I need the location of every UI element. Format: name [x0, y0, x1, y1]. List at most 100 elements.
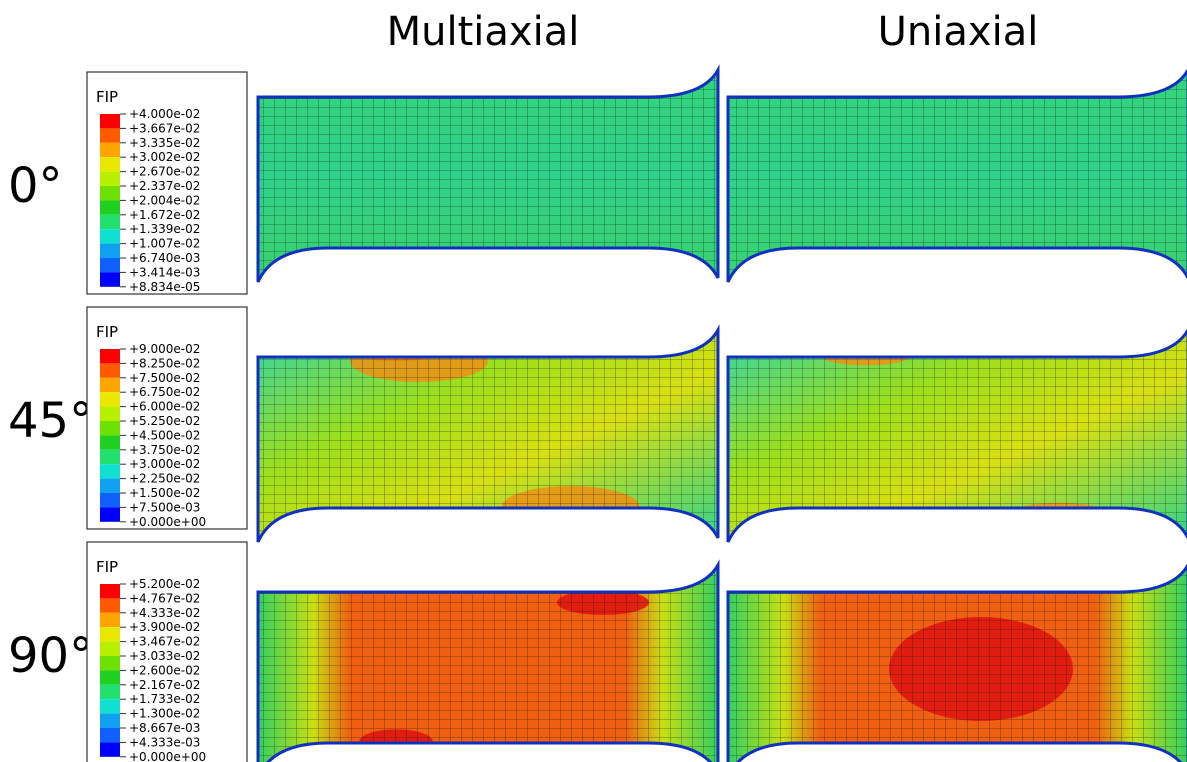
legend-swatch [100, 656, 120, 671]
specimen-outline [256, 324, 720, 543]
legend-label: +3.900e-02 [129, 620, 200, 634]
legend-label: +3.000e-02 [129, 457, 200, 471]
legend-label: +3.467e-02 [129, 635, 200, 649]
legend-swatch [100, 627, 120, 642]
legend-label: +1.339e-02 [129, 222, 200, 236]
legend-label: +2.250e-02 [129, 472, 200, 486]
legend-swatch [100, 214, 120, 230]
legend-swatch [100, 272, 120, 287]
legend-swatch [100, 363, 120, 378]
legend-swatch [100, 392, 120, 407]
legend-swatch [100, 142, 120, 158]
contour-spot [543, 506, 617, 528]
specimen-outline [726, 328, 1187, 543]
legend-swatch [100, 713, 120, 728]
legend-label: +7.500e-02 [129, 371, 200, 385]
legend-label: +4.767e-02 [129, 591, 200, 605]
legend-label: +7.500e-03 [129, 500, 200, 514]
legend-swatch [100, 612, 120, 628]
legend-swatch [100, 493, 120, 508]
legend-label: +4.000e-02 [129, 107, 200, 121]
specimen [728, 330, 1187, 542]
mesh [258, 565, 718, 762]
legend-label: +1.300e-02 [129, 707, 200, 721]
legend-swatch [100, 377, 120, 393]
legend-label: +3.033e-02 [129, 649, 200, 663]
legend-label: +3.002e-02 [129, 150, 200, 164]
mesh [728, 70, 1187, 282]
legend-label: +6.000e-02 [129, 400, 200, 414]
legend-title: FIP [96, 558, 118, 576]
legend-swatch [100, 449, 120, 465]
legend-label: +3.750e-02 [129, 443, 200, 457]
legend-label: +4.500e-02 [129, 428, 200, 442]
legend-swatch [100, 584, 120, 599]
specimen [728, 70, 1187, 282]
specimen-outline [256, 64, 720, 283]
legend-swatch [100, 406, 120, 421]
specimen-outline [726, 563, 1187, 762]
legend-label: +2.004e-02 [129, 193, 200, 207]
specimen [258, 70, 718, 282]
specimen-outline [256, 559, 720, 762]
legend-label: +6.750e-02 [129, 385, 200, 399]
legend-label: +3.414e-03 [129, 265, 200, 279]
specimen [258, 330, 718, 542]
legend-swatch [100, 478, 120, 493]
legend-label: +1.007e-02 [129, 237, 200, 251]
legend-swatch [100, 684, 120, 700]
specimen [728, 565, 1187, 762]
legend-label: +8.250e-02 [129, 356, 200, 370]
row-label: 90° [8, 628, 93, 684]
legend-swatch [100, 258, 120, 273]
legend-label: +2.337e-02 [129, 179, 200, 193]
legend-label: +4.333e-03 [129, 735, 200, 749]
legend-swatch [100, 200, 120, 215]
legend-swatch [100, 641, 120, 656]
legend-label: +2.670e-02 [129, 165, 200, 179]
legend-label: +3.667e-02 [129, 121, 200, 135]
legend-swatch [100, 157, 120, 172]
legend-label: +3.335e-02 [129, 136, 200, 150]
row-label: 45° [8, 393, 93, 449]
mesh [728, 330, 1187, 542]
legend-label: +0.000e+00 [129, 515, 206, 529]
legend-label: +1.672e-02 [129, 208, 200, 222]
mesh [728, 565, 1187, 762]
legend-swatch [100, 128, 120, 143]
mesh [258, 330, 718, 542]
legend-swatch [100, 229, 120, 244]
legend-label: +4.333e-02 [129, 606, 200, 620]
legend-swatch [100, 699, 120, 714]
legend-swatch [100, 598, 120, 613]
legend-title: FIP [96, 323, 118, 341]
legend-label: +8.667e-03 [129, 721, 200, 735]
legend-label: +1.500e-02 [129, 486, 200, 500]
legend-label: +9.000e-02 [129, 342, 200, 356]
legend-swatch [100, 421, 120, 436]
legend-swatch [100, 507, 120, 522]
legend-swatch [100, 243, 120, 258]
legend-swatch [100, 171, 120, 186]
row-label: 0° [8, 158, 63, 214]
legend-title: FIP [96, 88, 118, 106]
legend-label: +6.740e-03 [129, 251, 200, 265]
column-header: Multiaxial [387, 9, 580, 55]
legend-swatch [100, 435, 120, 450]
legend-label: +8.834e-05 [129, 280, 200, 294]
legend-label: +5.200e-02 [129, 577, 200, 591]
legend-label: +2.167e-02 [129, 678, 200, 692]
legend-swatch [100, 186, 120, 201]
legend-swatch [100, 670, 120, 685]
legend-swatch [100, 349, 120, 364]
legend-swatch [100, 464, 120, 479]
legend-label: +1.733e-02 [129, 692, 200, 706]
legend-label: +2.600e-02 [129, 663, 200, 677]
mesh [258, 70, 718, 282]
legend-swatch [100, 114, 120, 129]
legend-swatch [100, 742, 120, 757]
legend-label: +0.000e+00 [129, 750, 206, 762]
column-header: Uniaxial [878, 9, 1039, 55]
legend-swatch [100, 728, 120, 743]
